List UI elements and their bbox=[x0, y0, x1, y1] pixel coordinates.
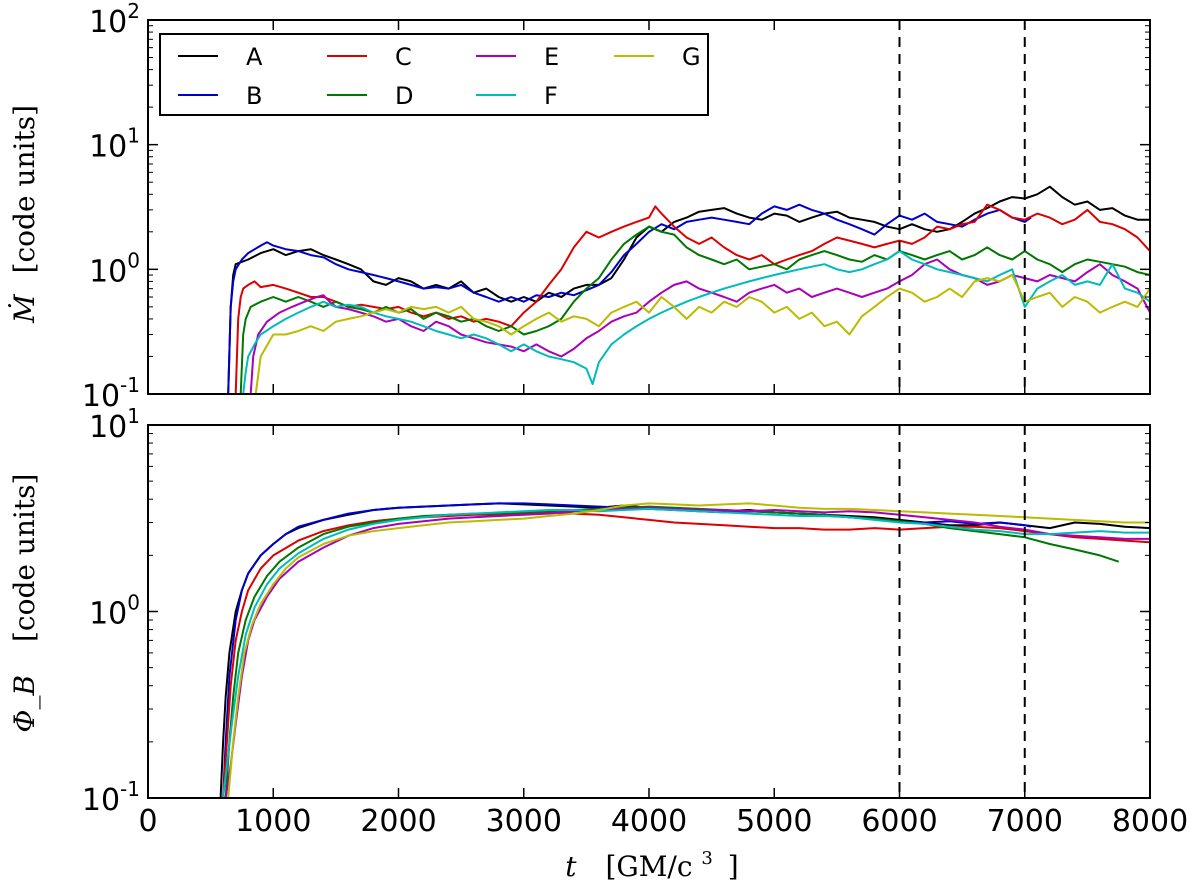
legend-label-c: C bbox=[395, 43, 412, 71]
top-ylabel: Ṁ [code units] bbox=[8, 105, 41, 324]
bottom-ylabel-unit: [code units] bbox=[8, 474, 41, 642]
bot-series-b-line bbox=[222, 502, 1032, 798]
bottom-ylabel-var: Φ_B bbox=[8, 675, 41, 733]
top-ytick-label: 10-1 bbox=[82, 373, 140, 414]
bot-xtick-label: 2000 bbox=[360, 804, 436, 839]
top-ytick-label-exp: -1 bbox=[120, 373, 140, 397]
top-series-d-line bbox=[239, 225, 1150, 394]
top-vlines-group bbox=[898, 20, 1026, 394]
bot-ytick-label-base: 10 bbox=[89, 410, 127, 445]
top-ytick-label-base: 10 bbox=[89, 254, 127, 289]
bot-xtick-label: 6000 bbox=[861, 804, 937, 839]
bottom-series-group bbox=[219, 502, 1150, 798]
bot-ytick-label: 10-1 bbox=[82, 777, 140, 818]
bot-xtick-label: 4000 bbox=[611, 804, 687, 839]
top-ytick-label: 102 bbox=[89, 0, 140, 40]
top-series-b-line bbox=[227, 203, 1032, 394]
bot-xtick-label: 1000 bbox=[235, 804, 311, 839]
x-axis-label: t [GM/c 3 ] bbox=[565, 838, 738, 883]
bot-series-c-line bbox=[222, 511, 1150, 798]
legend-label-g: G bbox=[682, 43, 701, 71]
bot-xtick-label: 8000 bbox=[1112, 804, 1188, 839]
legend-label-d: D bbox=[395, 82, 413, 110]
legend-label-b: B bbox=[246, 82, 262, 110]
legend-label-a: A bbox=[246, 43, 263, 71]
bot-xtick-label: 3000 bbox=[486, 804, 562, 839]
bot-ytick-label: 100 bbox=[89, 591, 140, 632]
bot-series-e-line bbox=[224, 506, 1150, 798]
bot-ytick-label: 101 bbox=[89, 404, 140, 445]
top-series-g-line bbox=[254, 274, 1150, 394]
legend-label-e: E bbox=[544, 43, 559, 71]
bot-xtick-label: 0 bbox=[138, 804, 157, 839]
bot-xtick-label: 7000 bbox=[987, 804, 1063, 839]
bot-ytick-label-exp: 0 bbox=[127, 591, 140, 615]
legend: AB CD EF G bbox=[159, 33, 709, 116]
bot-xtick-label: 5000 bbox=[736, 804, 812, 839]
top-ytick-label-exp: 0 bbox=[127, 248, 140, 272]
bot-ytick-label-base: 10 bbox=[82, 783, 120, 818]
x-axis-label-unit: [GM/c bbox=[605, 850, 692, 883]
bottom-vlines-group bbox=[898, 425, 1026, 798]
legend-label-f: F bbox=[544, 82, 558, 110]
bot-series-a-line bbox=[219, 502, 1150, 798]
svg-text:Φ_B [code units]: Φ_B [code units] bbox=[8, 474, 41, 733]
top-ylabel-var: Ṁ bbox=[8, 293, 41, 324]
top-series-f-line bbox=[242, 250, 1150, 394]
bot-series-f-line bbox=[222, 507, 1150, 798]
top-ytick-label: 100 bbox=[89, 248, 140, 289]
top-series-group bbox=[227, 185, 1150, 394]
top-ytick-label-exp: 2 bbox=[127, 0, 140, 23]
top-ylabel-unit: [code units] bbox=[8, 105, 41, 273]
x-axis-label-unit-sup: 3 bbox=[701, 848, 712, 869]
bot-series-d-line bbox=[224, 505, 1120, 798]
top-ytick-label-exp: 1 bbox=[127, 124, 140, 148]
top-ytick-label-base: 10 bbox=[89, 130, 127, 165]
bot-series-g-line bbox=[227, 502, 1150, 798]
legend-box bbox=[159, 33, 709, 116]
bot-ytick-label-base: 10 bbox=[89, 597, 127, 632]
x-axis-label-var: t bbox=[565, 850, 577, 883]
bottom-ylabel: Φ_B [code units] bbox=[8, 474, 41, 733]
top-ytick-label: 101 bbox=[89, 124, 140, 165]
x-axis-label-unit-close: ] bbox=[728, 850, 739, 883]
top-ytick-label-base: 10 bbox=[82, 379, 120, 414]
bot-ytick-label-exp: -1 bbox=[120, 777, 140, 801]
svg-text:Ṁ [code units]: Ṁ [code units] bbox=[8, 105, 41, 324]
legend-items: AB CD EF G bbox=[178, 43, 701, 110]
bottom-plot-frame bbox=[147, 424, 1151, 799]
top-ytick-label-base: 10 bbox=[89, 5, 127, 40]
bot-ytick-label-exp: 1 bbox=[127, 404, 140, 428]
